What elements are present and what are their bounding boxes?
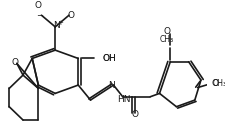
Text: OH: OH [102,54,116,63]
Text: O: O [35,1,42,10]
Text: N: N [53,21,60,30]
Text: N: N [108,81,115,90]
Text: O: O [68,11,75,20]
Text: CH₃: CH₃ [160,35,174,44]
Text: CH₃: CH₃ [213,79,225,88]
Text: O: O [164,27,171,36]
Text: OH: OH [102,54,116,63]
Text: O: O [132,110,139,119]
Text: −: − [36,11,43,20]
Text: HN: HN [117,95,130,104]
Text: O: O [211,79,218,88]
Text: O: O [11,58,18,67]
Text: +: + [57,21,63,26]
